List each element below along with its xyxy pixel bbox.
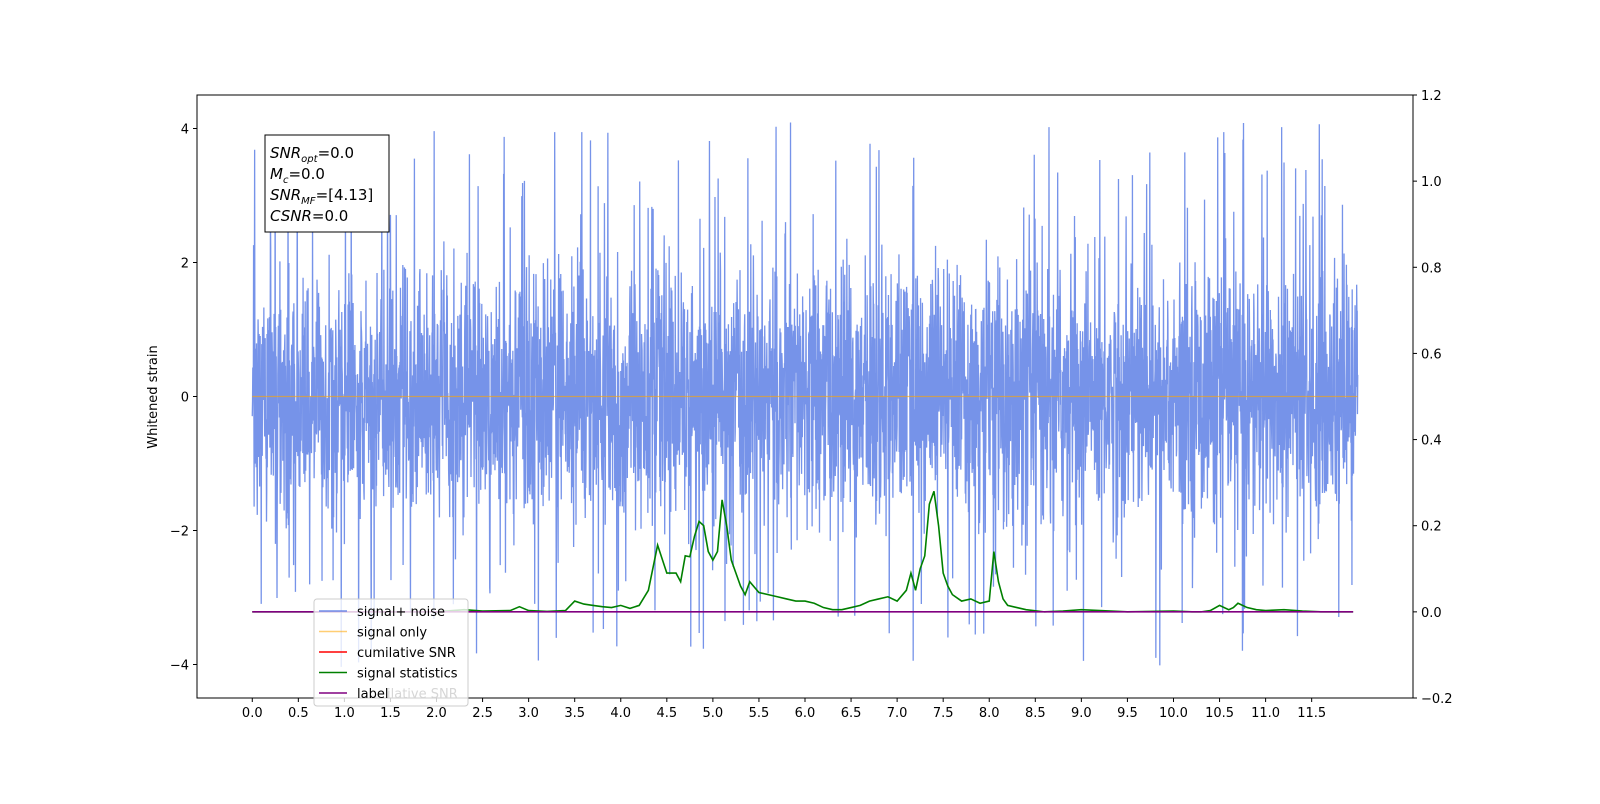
annotation-line: CSNR=0.0	[270, 207, 348, 225]
right-y-tick-label: 0.0	[1421, 606, 1442, 621]
annotation-symbol: SNR	[270, 144, 301, 162]
x-tick-label: 9.0	[1071, 706, 1092, 721]
x-tick-label: 8.0	[979, 706, 1000, 721]
x-tick-label: 1.5	[380, 706, 401, 721]
annotation-value: =0.0	[312, 207, 348, 225]
annotation-subscript: MF	[301, 196, 316, 207]
x-tick-label: 5.0	[703, 706, 724, 721]
right-y-tick-label: 0.4	[1421, 434, 1442, 449]
annotation-frame	[264, 134, 390, 233]
right-y-axis-ticks: −0.2 0.0 0.2 0.4 0.6 0.8 1.0 1.2	[1413, 89, 1453, 707]
annotation-symbol: SNR	[270, 186, 301, 204]
legend: signal+ noise signal only cumilative SNR si…	[313, 598, 469, 707]
y-axis-label: Whitened strain	[146, 345, 161, 448]
x-axis-ticks: 0.0 0.5 1.0 1.5 2.0 2.5 3.0 3.5 4.0 4.5 5.0 5.5 6.0 6…	[242, 698, 1326, 721]
x-tick-label: 4.0	[610, 706, 631, 721]
right-y-tick-label: 0.6	[1421, 347, 1442, 362]
annotation-line: SNRMF=[4.13]	[270, 186, 373, 207]
legend-ghost-label: ilative SNR	[387, 687, 458, 702]
x-tick-label: 3.5	[564, 706, 585, 721]
left-y-tick-label: 2	[181, 257, 189, 272]
left-y-tick-label: −2	[170, 525, 189, 540]
annotation-symbol: M	[270, 165, 283, 183]
x-tick-label: 9.5	[1117, 706, 1138, 721]
x-tick-label: 5.5	[749, 706, 770, 721]
annotation-line: Mc=0.0	[270, 165, 325, 186]
x-tick-label: 2.0	[426, 706, 447, 721]
signal-noise-line	[251, 122, 1359, 667]
legend-label: signal only	[357, 626, 427, 641]
signal-noise-series	[251, 122, 1359, 667]
x-tick-label: 6.0	[795, 706, 816, 721]
annotation-line: SNRopt=0.0	[270, 144, 354, 165]
annotation-value: =0.0	[318, 144, 354, 162]
left-y-axis-ticks: −4 −2 0 2 4	[170, 123, 197, 674]
legend-label: label	[357, 687, 388, 702]
right-y-tick-label: 1.0	[1421, 175, 1442, 190]
x-tick-label: 8.5	[1025, 706, 1046, 721]
x-tick-label: 6.5	[841, 706, 862, 721]
x-tick-label: 10.0	[1159, 706, 1188, 721]
right-y-tick-label: 0.2	[1421, 520, 1442, 535]
legend-label: signal+ noise	[357, 605, 445, 620]
x-tick-label: 11.5	[1297, 706, 1326, 721]
annotation-symbol: CSNR	[270, 207, 312, 225]
left-y-tick-label: −4	[170, 659, 189, 674]
x-tick-label: 4.5	[656, 706, 677, 721]
x-tick-label: 0.5	[288, 706, 309, 721]
annotation-subscript: opt	[301, 154, 318, 165]
left-y-tick-label: 4	[181, 123, 189, 138]
x-tick-label: 0.0	[242, 706, 263, 721]
x-tick-label: 7.5	[933, 706, 954, 721]
legend-frame	[313, 598, 469, 707]
x-tick-label: 3.0	[518, 706, 539, 721]
legend-label: cumilative SNR	[357, 646, 456, 661]
legend-label: signal statistics	[357, 667, 458, 682]
right-y-tick-label: 0.8	[1421, 261, 1442, 276]
annotation-value: =0.0	[288, 165, 324, 183]
left-y-tick-label: 0	[181, 391, 189, 406]
x-tick-label: 10.5	[1205, 706, 1234, 721]
right-y-tick-label: −0.2	[1421, 692, 1453, 707]
signal-statistics-line	[252, 490, 1354, 613]
annotation-value: =[4.13]	[316, 186, 374, 204]
x-tick-label: 2.5	[472, 706, 493, 721]
x-tick-label: 1.0	[334, 706, 355, 721]
right-y-tick-label: 1.2	[1421, 89, 1442, 104]
x-tick-label: 7.0	[887, 706, 908, 721]
annotation-subscript: c	[283, 175, 289, 186]
x-tick-label: 11.0	[1251, 706, 1280, 721]
